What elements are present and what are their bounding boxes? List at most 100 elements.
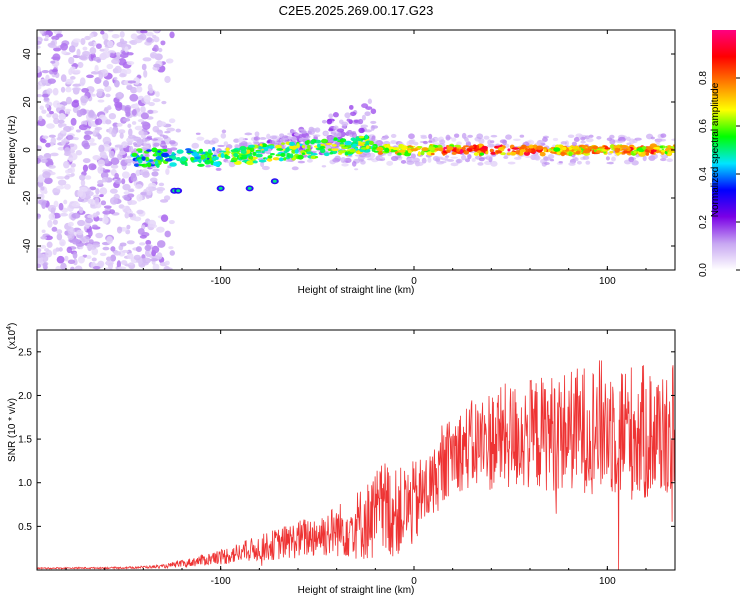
heat-cell [91,243,101,248]
heat-cell [109,196,118,205]
heat-cell [476,133,484,140]
heat-cell [134,103,139,109]
heat-cell [456,148,460,152]
heat-cell [124,106,131,114]
heat-cell [148,101,155,107]
heat-cell [164,130,171,134]
heat-cell [169,31,175,39]
heat-cell [269,153,275,156]
heat-cell [136,193,143,202]
heat-cell [398,143,405,149]
heat-cell [94,197,100,205]
heat-cell [667,151,672,157]
heat-cell [70,266,75,270]
heat-cell [100,171,109,179]
heat-cell [148,159,154,162]
colorbar-tick-label: 0.6 [698,119,709,133]
heat-cell [556,150,560,155]
heat-cell [358,135,365,139]
heat-cell [213,156,219,160]
heat-cell [46,88,53,95]
heat-cell [78,206,84,214]
heat-cell [341,163,349,167]
snr-y-tick-label: 1.0 [18,478,32,489]
spectrogram-x-axis: -100 0 100 [65,30,647,287]
heat-cell [225,147,230,151]
heat-cell [145,194,152,198]
heat-cell [631,160,639,166]
heat-cell [92,224,98,228]
snr-scale-factor: (x104) [6,323,18,350]
heat-cell [319,145,326,149]
heat-cell [301,145,306,149]
spectrogram-y-tick-label: 0 [22,147,33,153]
heat-cell [397,152,403,156]
heat-cell [122,117,131,122]
heat-cell [48,213,56,221]
heat-cell [88,41,94,47]
heat-cell [75,129,81,133]
heat-cell [439,139,446,145]
heat-cell [198,158,202,164]
heat-cell [37,45,41,49]
heat-cell [217,144,225,148]
heat-cell [72,87,81,92]
heat-cell [619,144,628,149]
heat-cell [40,79,48,84]
heat-cell [71,202,81,207]
heat-cell [572,146,580,150]
heat-cell [119,242,127,247]
heat-cell [326,135,332,141]
heat-cell [618,140,625,143]
spectrogram-x-label: Height of straight line (km) [298,285,415,296]
heat-cell [331,144,337,147]
heat-cell [65,169,71,174]
heat-cell [358,127,365,134]
heat-cell [221,129,227,134]
heat-cell [77,255,85,264]
heat-cell [80,37,86,46]
heat-cell [37,84,42,90]
heat-cell [288,141,296,147]
heat-cell [511,147,520,150]
heat-cell [88,163,97,171]
heat-cell [151,138,158,141]
heat-cell [268,145,275,149]
snr-frame [36,329,676,571]
heat-cell [204,159,211,165]
heat-cell [127,189,135,193]
spectrogram-y-tick-label: -20 [22,190,33,205]
heat-cell [410,148,419,152]
heat-cell [352,143,358,147]
heat-cell [161,100,167,105]
heat-cell [364,134,369,140]
heat-cell [375,155,384,161]
heat-cell [146,37,153,43]
heat-cell [82,50,91,57]
heat-cell [346,118,351,122]
heat-cell [91,93,96,97]
heat-cell [253,136,260,141]
heat-cell [314,156,319,159]
heat-cell [102,216,109,224]
heat-cell [671,138,675,141]
heat-cell [70,117,77,126]
heat-cell [195,132,201,135]
heat-cell [114,179,122,185]
heat-cell [128,145,134,153]
heat-cell [124,158,134,164]
heat-cell [137,228,145,235]
heat-cell [63,160,70,169]
heat-cell [428,140,433,143]
heat-cell [79,77,86,86]
heat-cell [552,137,559,142]
heat-cell [39,244,47,249]
heat-cell [75,150,83,156]
heat-cell [40,186,45,191]
heat-cell [400,160,407,164]
heat-cell [80,95,89,104]
heat-cell [473,152,479,156]
heat-cell [401,152,405,155]
snr-x-tick-label: 100 [599,576,616,587]
heat-cell [576,160,582,165]
